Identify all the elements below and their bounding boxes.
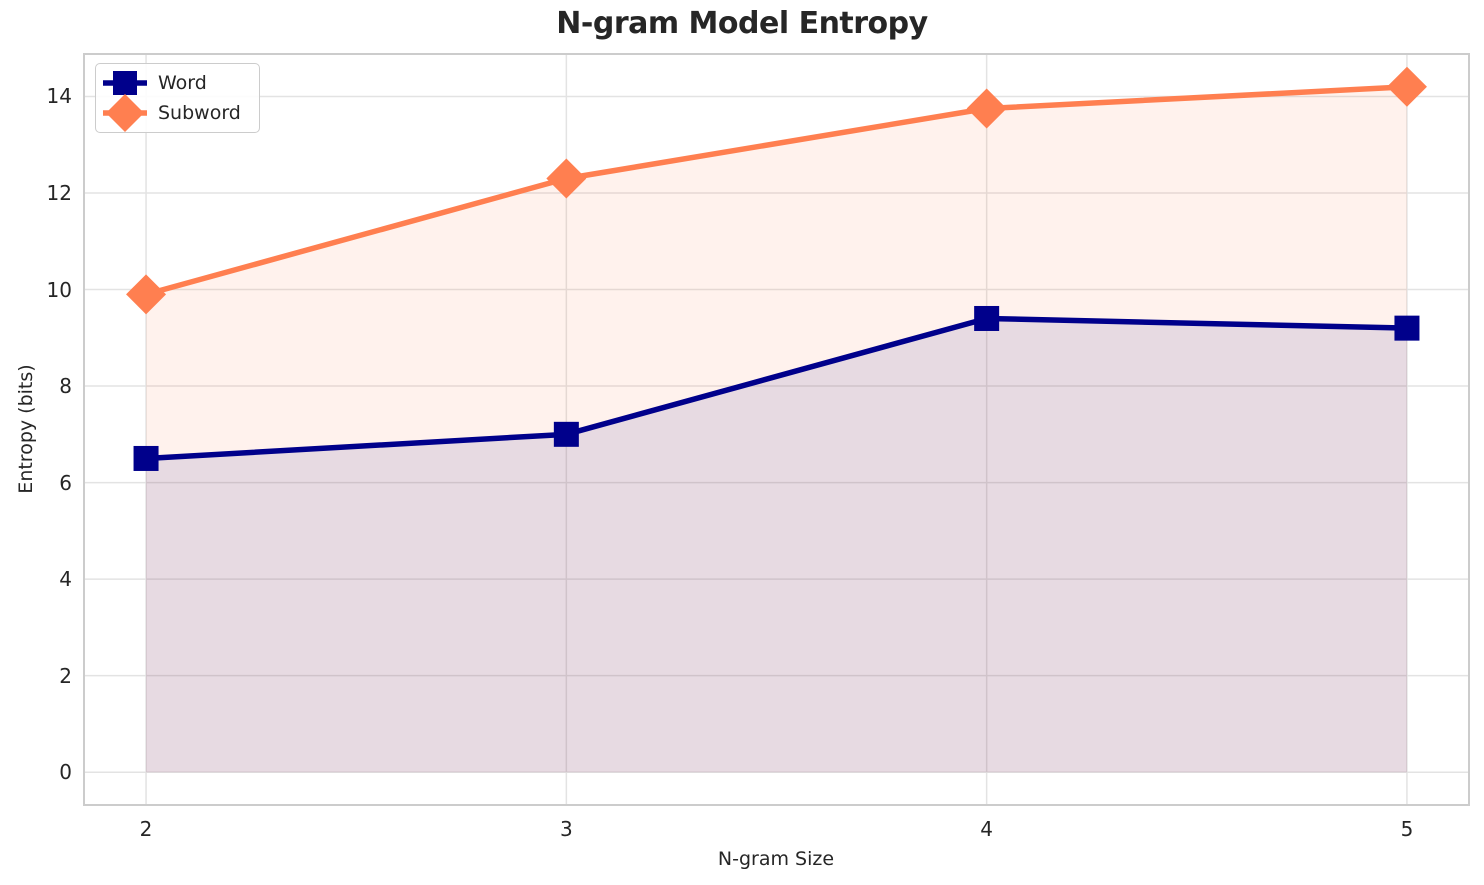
plot-canvas (83, 53, 1470, 806)
legend-item-word[interactable]: Word (102, 68, 241, 98)
y-tick-label: 12 (46, 180, 72, 205)
x-axis-label: N-gram Size (717, 848, 835, 870)
subword-series-marker-icon (103, 94, 147, 132)
y-tick-label: 6 (59, 470, 72, 495)
legend-label-subword: Subword (158, 102, 241, 124)
y-tick-label: 4 (59, 567, 72, 592)
x-tick-label: 3 (559, 817, 573, 841)
word-series-marker-icon (103, 71, 147, 95)
legend-item-subword[interactable]: Subword (102, 94, 241, 132)
legend-label-word: Word (158, 72, 207, 94)
x-tick-label: 2 (139, 817, 153, 841)
chart-title: N-gram Model Entropy (556, 6, 928, 41)
y-tick-label: 10 (46, 277, 72, 302)
y-tick-label: 2 (59, 663, 72, 688)
plot-area: Word Subword (83, 53, 1470, 806)
x-tick-label: 4 (980, 817, 994, 841)
x-tick-label: 5 (1400, 817, 1414, 841)
y-tick-label: 0 (59, 760, 72, 785)
legend: Word Subword (95, 63, 260, 133)
y-tick-label: 8 (59, 374, 72, 399)
y-tick-label: 14 (46, 84, 72, 109)
y-axis-label: Entropy (bits) (15, 364, 37, 494)
